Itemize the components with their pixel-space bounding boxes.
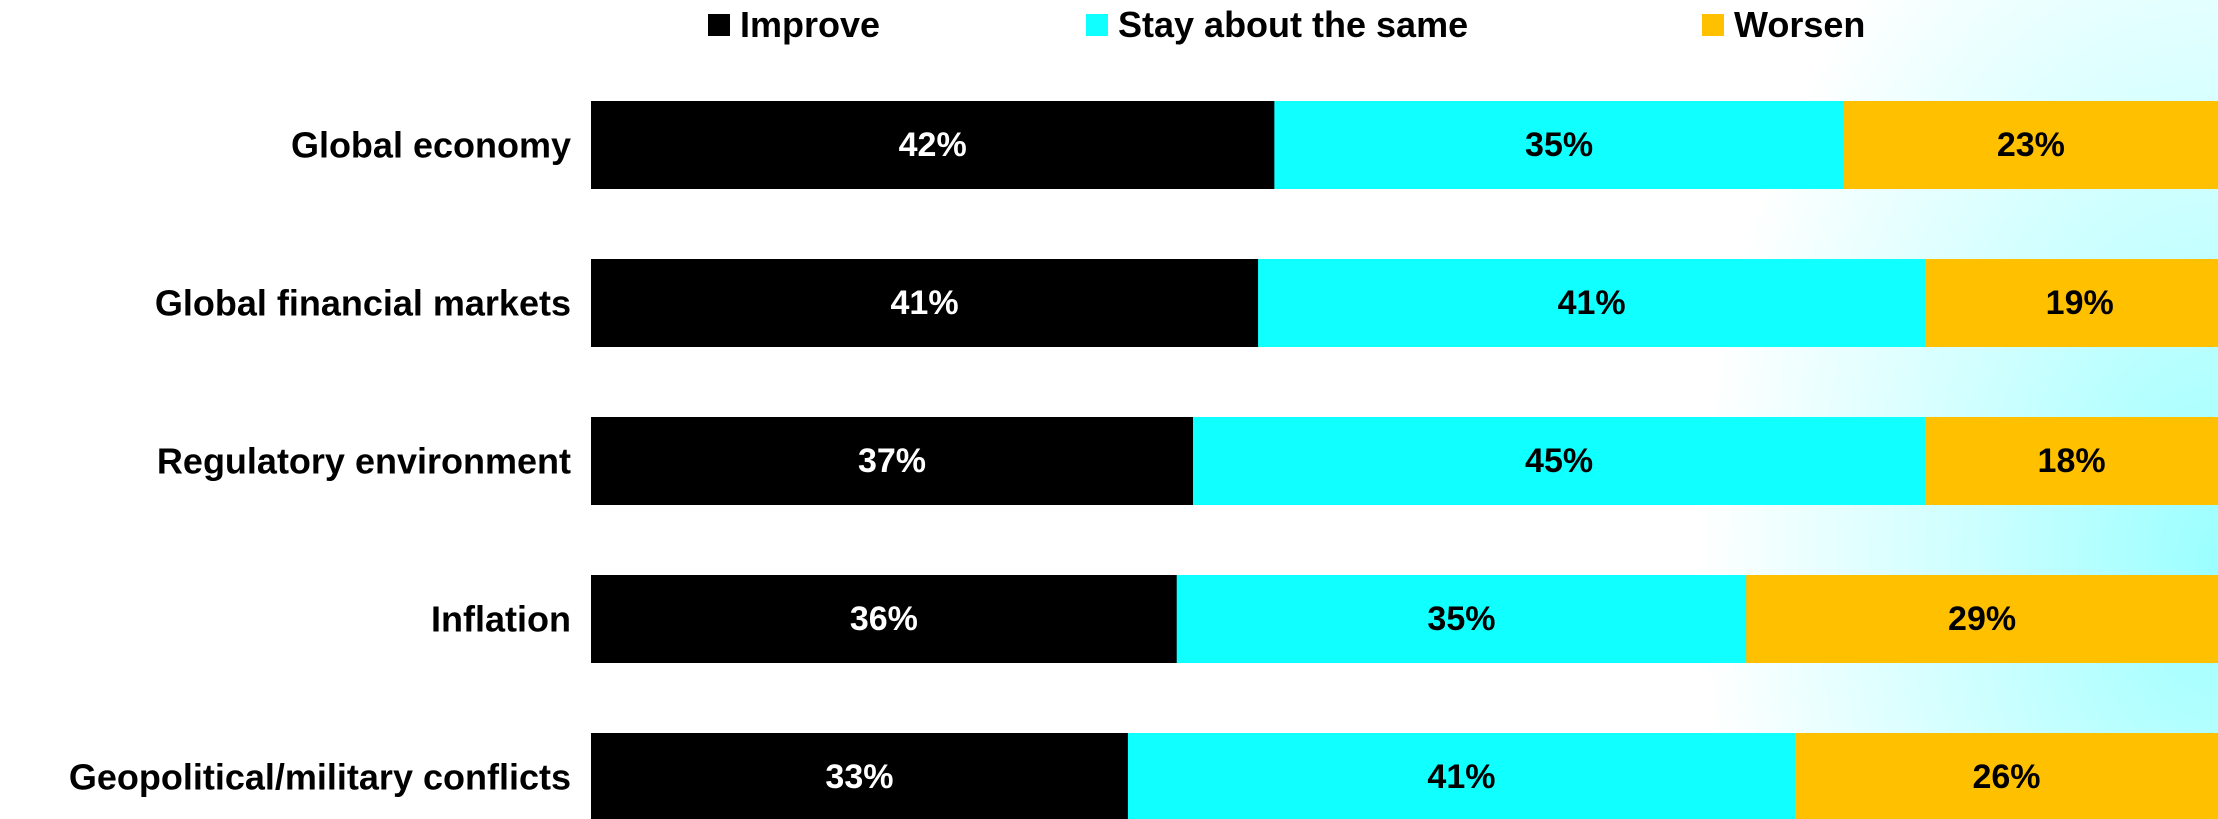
bar-global-financial-markets-worsen xyxy=(1925,259,2218,347)
bar-global-economy-stay-about-the-same xyxy=(1274,101,1845,189)
category-label-global-economy: Global economy xyxy=(291,125,571,166)
data-label-inflation-improve: 36% xyxy=(850,600,918,638)
legend-swatch-stay-same xyxy=(1086,14,1108,36)
bar-inflation-worsen xyxy=(1746,575,2218,663)
legend-swatch-improve xyxy=(708,14,730,36)
data-label-inflation-stay-about-the-same: 35% xyxy=(1427,600,1495,638)
data-label-global-economy-stay-about-the-same: 35% xyxy=(1525,126,1593,164)
legend-label-improve: Improve xyxy=(740,4,881,45)
legend-swatch-worsen xyxy=(1702,14,1724,36)
data-label-global-financial-markets-improve: 41% xyxy=(891,284,959,322)
data-label-geopolitical-military-conflicts-stay-about-the-same: 41% xyxy=(1427,758,1495,796)
bar-global-economy-improve xyxy=(591,101,1275,189)
data-label-geopolitical-military-conflicts-improve: 33% xyxy=(825,758,893,796)
category-label-geopolitical-military-conflicts: Geopolitical/military conflicts xyxy=(69,757,571,798)
legend-item-improve: Improve xyxy=(708,4,880,46)
bar-geopolitical-military-conflicts-stay-about-the-same xyxy=(1127,733,1796,819)
data-label-global-economy-improve: 42% xyxy=(899,126,967,164)
bar-regulatory-environment-improve xyxy=(591,417,1194,505)
category-label-global-financial-markets: Global financial markets xyxy=(155,283,571,324)
legend-label-stay-same: Stay about the same xyxy=(1118,4,1469,45)
data-label-regulatory-environment-stay-about-the-same: 45% xyxy=(1525,442,1593,480)
bar-geopolitical-military-conflicts-improve xyxy=(591,733,1129,819)
data-label-inflation-worsen: 29% xyxy=(1948,600,2016,638)
category-label-regulatory-environment: Regulatory environment xyxy=(157,441,571,482)
data-label-global-economy-worsen: 23% xyxy=(1997,126,2065,164)
category-label-inflation: Inflation xyxy=(431,599,571,640)
bar-regulatory-environment-stay-about-the-same xyxy=(1192,417,1926,505)
legend-item-stay-same: Stay about the same xyxy=(1086,4,1468,46)
data-label-regulatory-environment-worsen: 18% xyxy=(2038,442,2106,480)
bar-inflation-improve xyxy=(591,575,1178,663)
data-label-geopolitical-military-conflicts-worsen: 26% xyxy=(1972,758,2040,796)
bar-geopolitical-military-conflicts-worsen xyxy=(1794,733,2218,819)
legend-label-worsen: Worsen xyxy=(1734,4,1866,45)
legend-item-worsen: Worsen xyxy=(1702,4,1865,46)
bar-global-financial-markets-improve xyxy=(591,259,1259,347)
bar-global-financial-markets-stay-about-the-same xyxy=(1258,259,1926,347)
data-label-global-financial-markets-worsen: 19% xyxy=(2046,284,2114,322)
legend: Improve Stay about the same Worsen xyxy=(0,0,2218,50)
data-label-regulatory-environment-improve: 37% xyxy=(858,442,926,480)
data-label-global-financial-markets-stay-about-the-same: 41% xyxy=(1558,284,1626,322)
bar-inflation-stay-about-the-same xyxy=(1176,575,1747,663)
bar-global-economy-worsen xyxy=(1843,101,2218,189)
bar-regulatory-environment-worsen xyxy=(1925,417,2218,505)
